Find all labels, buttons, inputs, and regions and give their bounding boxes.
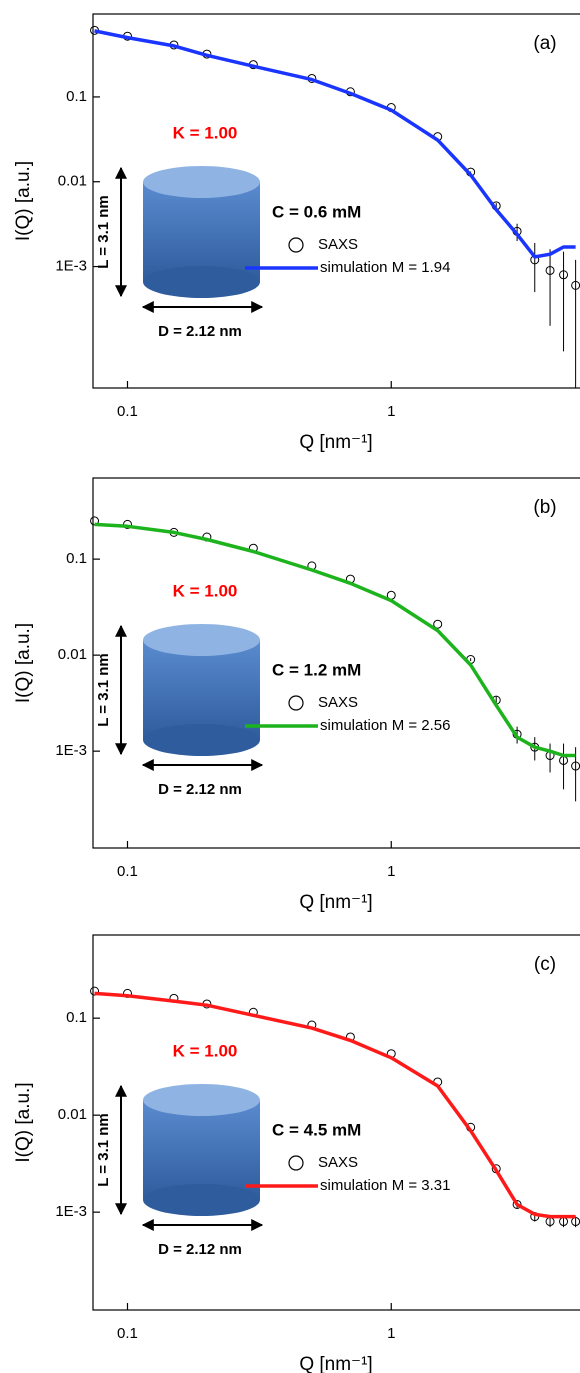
cylinder-top: [143, 166, 260, 198]
plot-frame: [92, 477, 580, 849]
cylinder-bottom: [143, 724, 260, 756]
panel: 0.1 0.01 1E-3 0.1 1 Q [nm⁻¹] I(Q) [a.u.] (b) K =…: [13, 477, 580, 913]
legend-marker: [288, 237, 304, 253]
length-label: L = 3.1 nm: [95, 1113, 112, 1187]
k-label: K = 1.00: [173, 1041, 238, 1060]
y-tick-label: 0.1: [66, 88, 87, 105]
diameter-label: D = 2.12 nm: [158, 1241, 242, 1258]
y-tick-label: 0.1: [66, 550, 87, 567]
y-axis-label: I(Q) [a.u.]: [13, 623, 34, 703]
cylinder-body: [143, 640, 260, 740]
saxs-point: [559, 270, 569, 280]
simulation-line: [94, 991, 576, 1219]
simulation-line: [94, 29, 576, 259]
panel: 0.1 0.01 1E-3 0.1 1 Q [nm⁻¹] I(Q) [a.u.] (c) K =…: [13, 934, 580, 1373]
x-tick-label: 0.1: [117, 863, 138, 880]
saxs-point: [545, 265, 555, 275]
saxs-point: [433, 619, 443, 629]
y-tick-label: 0.01: [58, 173, 87, 190]
length-label: L = 3.1 nm: [95, 653, 112, 727]
y-tick-label: 1E-3: [55, 742, 87, 759]
legend-label: simulation M = 3.31: [320, 1177, 450, 1194]
cylinder-top: [143, 624, 260, 656]
diameter-label: D = 2.12 nm: [158, 781, 242, 798]
y-tick-label: 1E-3: [55, 1203, 87, 1220]
x-axis-label: Q [nm⁻¹]: [299, 892, 372, 913]
cylinder-bottom: [143, 1184, 260, 1216]
panel-label: (b): [533, 497, 556, 518]
concentration-label: C = 1.2 mM: [272, 660, 361, 679]
simulation-line: [94, 522, 576, 758]
cylinder-body: [143, 1100, 260, 1200]
k-label: K = 1.00: [173, 123, 238, 142]
legend-label: simulation M = 2.56: [320, 717, 450, 734]
plot-frame: [92, 13, 580, 389]
plot-frame: [92, 934, 580, 1311]
legend-label: SAXS: [318, 694, 358, 711]
y-axis-label: I(Q) [a.u.]: [13, 161, 34, 241]
saxs-point: [512, 1199, 522, 1209]
diameter-label: D = 2.12 nm: [158, 323, 242, 340]
x-tick-label: 0.1: [117, 1325, 138, 1342]
y-axis-label: I(Q) [a.u.]: [13, 1082, 34, 1162]
cylinder-bottom: [143, 266, 260, 298]
x-tick-label: 1: [387, 403, 395, 420]
legend-label: SAXS: [318, 236, 358, 253]
panel: 0.1 0.01 1E-3 0.1 1 Q [nm⁻¹] I(Q) [a.u.] (a) K =…: [13, 13, 580, 453]
x-tick-label: 0.1: [117, 403, 138, 420]
k-label: K = 1.00: [173, 581, 238, 600]
x-axis-label: Q [nm⁻¹]: [299, 1354, 372, 1373]
legend-marker: [288, 695, 304, 711]
length-label: L = 3.1 nm: [95, 195, 112, 269]
y-tick-label: 0.01: [58, 1106, 87, 1123]
x-tick-label: 1: [387, 1325, 395, 1342]
legend-label: SAXS: [318, 1154, 358, 1171]
y-tick-label: 0.01: [58, 646, 87, 663]
x-axis-label: Q [nm⁻¹]: [299, 432, 372, 453]
panel-label: (a): [533, 33, 556, 54]
y-tick-label: 0.1: [66, 1009, 87, 1026]
cylinder-body: [143, 182, 260, 282]
concentration-label: C = 4.5 mM: [272, 1120, 361, 1139]
legend-label: simulation M = 1.94: [320, 259, 450, 276]
y-tick-label: 1E-3: [55, 258, 87, 275]
legend-marker: [288, 1155, 304, 1171]
cylinder-top: [143, 1084, 260, 1116]
concentration-label: C = 0.6 mM: [272, 202, 361, 221]
panel-label: (c): [534, 954, 556, 975]
x-tick-label: 1: [387, 863, 395, 880]
